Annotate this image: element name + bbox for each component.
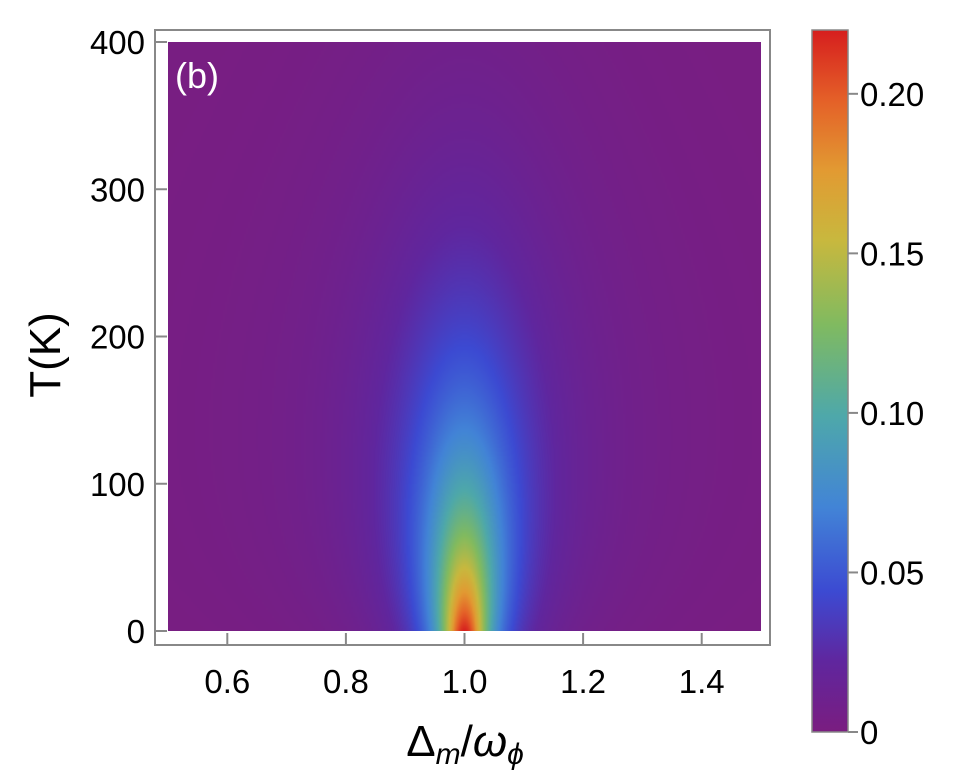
heatmap-image xyxy=(168,42,761,631)
x-tick-label: 0.8 xyxy=(323,663,369,700)
y-tick-label: 100 xyxy=(90,466,145,503)
x-axis-title-sub-phi: ϕ xyxy=(507,738,524,771)
y-axis-ticks: 0 100 200 300 400 xyxy=(90,24,167,650)
x-axis-ticks: 0.6 0.8 1.0 1.2 1.4 xyxy=(204,633,725,700)
x-tick-label: 0.6 xyxy=(204,663,250,700)
x-axis-title-omega: ω xyxy=(473,717,507,766)
colorbar-tick-label: 0.15 xyxy=(860,235,924,272)
y-tick-label: 200 xyxy=(90,319,145,356)
y-tick-label: 300 xyxy=(90,171,145,208)
x-tick-label: 1.2 xyxy=(560,663,606,700)
x-tick-label: 1.4 xyxy=(679,663,725,700)
colorbar-tick-label: 0.05 xyxy=(860,554,924,591)
x-axis-title: Δm/ωϕ xyxy=(406,717,524,771)
colorbar-ticks: 0 0.05 0.10 0.15 0.20 xyxy=(848,76,924,751)
x-tick-label: 1.0 xyxy=(442,663,488,700)
colorbar-tick-label: 0.20 xyxy=(860,76,924,113)
colorbar-tick-label: 0 xyxy=(860,714,878,751)
colorbar xyxy=(811,29,849,733)
x-axis-title-delta: Δ xyxy=(406,717,435,766)
y-tick-label: 0 xyxy=(127,613,145,650)
y-tick-label: 400 xyxy=(90,24,145,61)
panel-label: (b) xyxy=(175,55,219,96)
x-axis-title-sub-m: m xyxy=(436,738,461,771)
colorbar-tick-label: 0.10 xyxy=(860,395,924,432)
y-axis-title: T(K) xyxy=(21,312,70,398)
x-axis-title-slash: / xyxy=(461,717,474,766)
